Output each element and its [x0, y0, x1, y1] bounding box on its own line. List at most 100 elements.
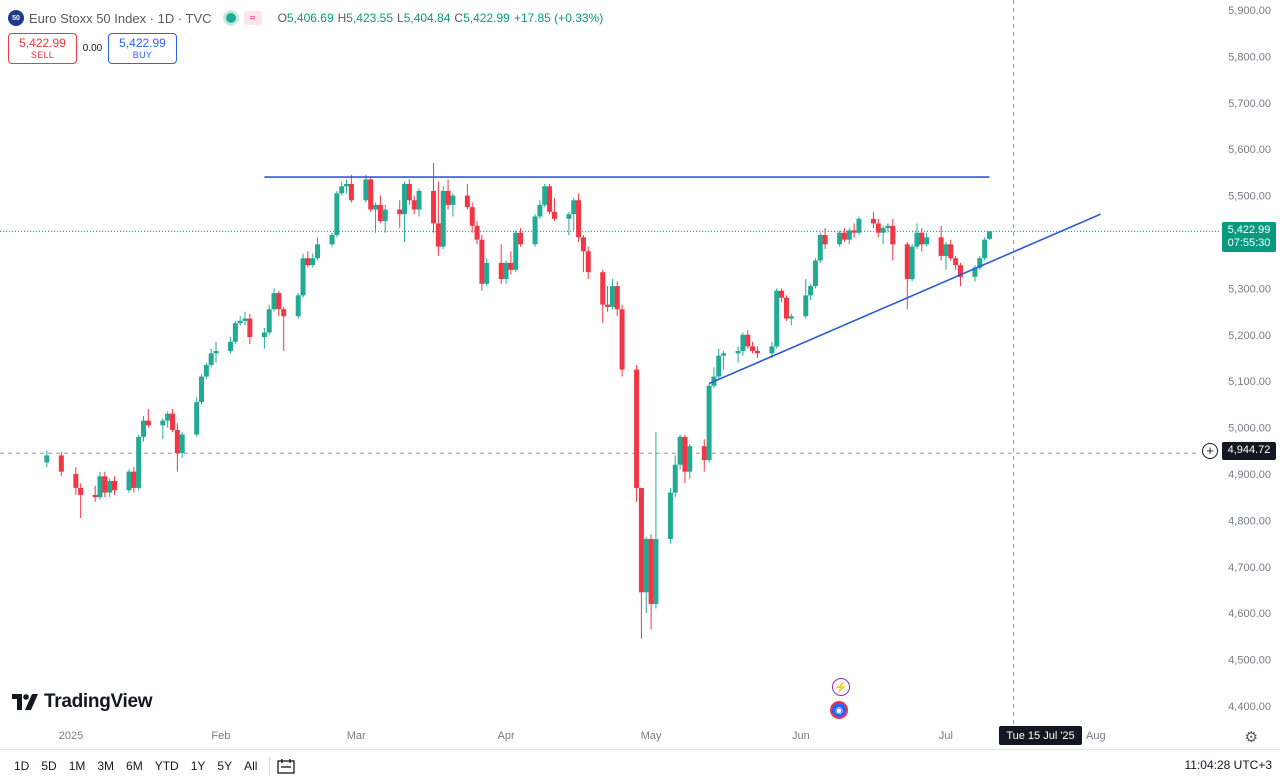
range-1d[interactable]: 1D [14, 758, 30, 773]
candle-body [619, 309, 625, 370]
candle-body [97, 476, 103, 498]
candle-body [837, 232, 843, 245]
spread-value: 0.00 [82, 43, 103, 54]
bar-countdown: 07:55:30 [1227, 237, 1271, 249]
candle-body [580, 237, 586, 252]
candle-body [416, 190, 422, 210]
candle-body [445, 190, 451, 205]
candle-body [261, 332, 267, 338]
symbol-title[interactable]: Euro Stoxx 50 Index · 1D · TVC [29, 10, 212, 26]
chart-settings-gear-icon[interactable]: ⚙ [1244, 729, 1258, 746]
candle-body [208, 353, 214, 365]
candle-body [769, 346, 775, 354]
candle-body [885, 225, 891, 229]
candle-body [938, 237, 944, 256]
candle-body [532, 216, 538, 245]
candle-body [165, 413, 171, 421]
candle-body [721, 353, 727, 356]
buy-button[interactable]: 5,422.99 BUY [108, 33, 177, 64]
candle-body [363, 179, 369, 201]
range-5d[interactable]: 5D [41, 758, 57, 773]
candle-body [450, 195, 456, 205]
candle-body [271, 293, 277, 310]
candle-body [870, 218, 876, 224]
candle-body [880, 228, 886, 233]
candle-body [406, 184, 412, 201]
add-alert-plus-icon[interactable]: + [1202, 443, 1218, 459]
candle-body [518, 232, 524, 245]
candle-body [339, 186, 345, 194]
brand-logo[interactable]: TradingView [12, 691, 153, 713]
range-1y[interactable]: 1Y [190, 758, 206, 773]
candle-body [382, 209, 388, 222]
candle-body [373, 204, 379, 210]
candle-body [638, 487, 644, 593]
candle-body [348, 184, 354, 201]
toolbar-divider [269, 756, 271, 775]
candle-body [170, 413, 176, 430]
candle-body [131, 471, 137, 488]
candle-body [542, 186, 548, 205]
candle-body [957, 265, 963, 277]
candle-body [295, 295, 301, 317]
symbol-logo[interactable]: 50 [8, 10, 24, 26]
event-lightning-icon[interactable]: ⚡ [832, 678, 850, 696]
time-axis-tick: Jun [792, 730, 810, 742]
candle-body [508, 262, 514, 270]
candle-body [402, 184, 408, 215]
candle-body [464, 195, 470, 208]
price-axis-tick: 4,800.00 [1228, 515, 1271, 527]
price-axis-tick: 5,200.00 [1228, 330, 1271, 342]
candle-body [58, 455, 64, 472]
candle-body [919, 232, 925, 245]
candle-body [547, 186, 553, 212]
candle-body [812, 260, 818, 287]
candle-body [44, 455, 50, 463]
candle-body [174, 429, 180, 454]
candle-body [750, 346, 756, 352]
candle-body [745, 334, 751, 347]
candle-body [213, 351, 219, 354]
range-5y[interactable]: 5Y [217, 758, 233, 773]
range-ytd[interactable]: YTD [154, 758, 179, 773]
tradingview-logo-icon [12, 694, 38, 710]
range-6m[interactable]: 6M [126, 758, 143, 773]
candle-body [634, 369, 640, 488]
price-axis-tick: 5,800.00 [1228, 51, 1271, 63]
price-axis-tick: 5,700.00 [1228, 98, 1271, 110]
crosshair-date-label: Tue 15 Jul '25 [999, 726, 1082, 745]
candle-body [344, 184, 350, 187]
candle-body [614, 286, 620, 310]
data-vendor-icon[interactable]: ≈ [243, 11, 262, 25]
candle-body [653, 538, 659, 604]
range-1m[interactable]: 1M [68, 758, 86, 773]
price-axis-tick: 4,500.00 [1228, 655, 1271, 667]
range-all[interactable]: All [244, 758, 258, 773]
candle-body [145, 420, 151, 426]
candle-body [600, 272, 606, 305]
candle-body [228, 341, 234, 352]
range-3m[interactable]: 3M [97, 758, 115, 773]
candle-body [194, 402, 200, 435]
event-flag-icon[interactable]: ◉ [830, 701, 848, 719]
candle-body [203, 364, 209, 377]
utc-clock[interactable]: 11:04:28 UTC+3 [1184, 758, 1273, 772]
candle-body [566, 214, 572, 219]
high-key: H [337, 11, 347, 25]
candle-body [411, 200, 417, 210]
candle-body [677, 436, 683, 465]
candle-body [909, 246, 915, 280]
current-price-value: 5,422.99 [1227, 224, 1271, 236]
sell-button[interactable]: 5,422.99 SELL [8, 33, 77, 64]
symbol-header: 50 Euro Stoxx 50 Index · 1D · TVC ≈ O5,4… [8, 8, 603, 28]
open-value: 5,406.69 [286, 11, 334, 25]
date-range-calendar-icon[interactable] [276, 757, 296, 775]
time-axis-tick: Aug [1086, 730, 1106, 742]
close-key: C [454, 11, 464, 25]
candle-body [440, 190, 446, 247]
candle-body [537, 204, 543, 217]
candle-body [846, 230, 852, 240]
candle-body [179, 434, 185, 454]
